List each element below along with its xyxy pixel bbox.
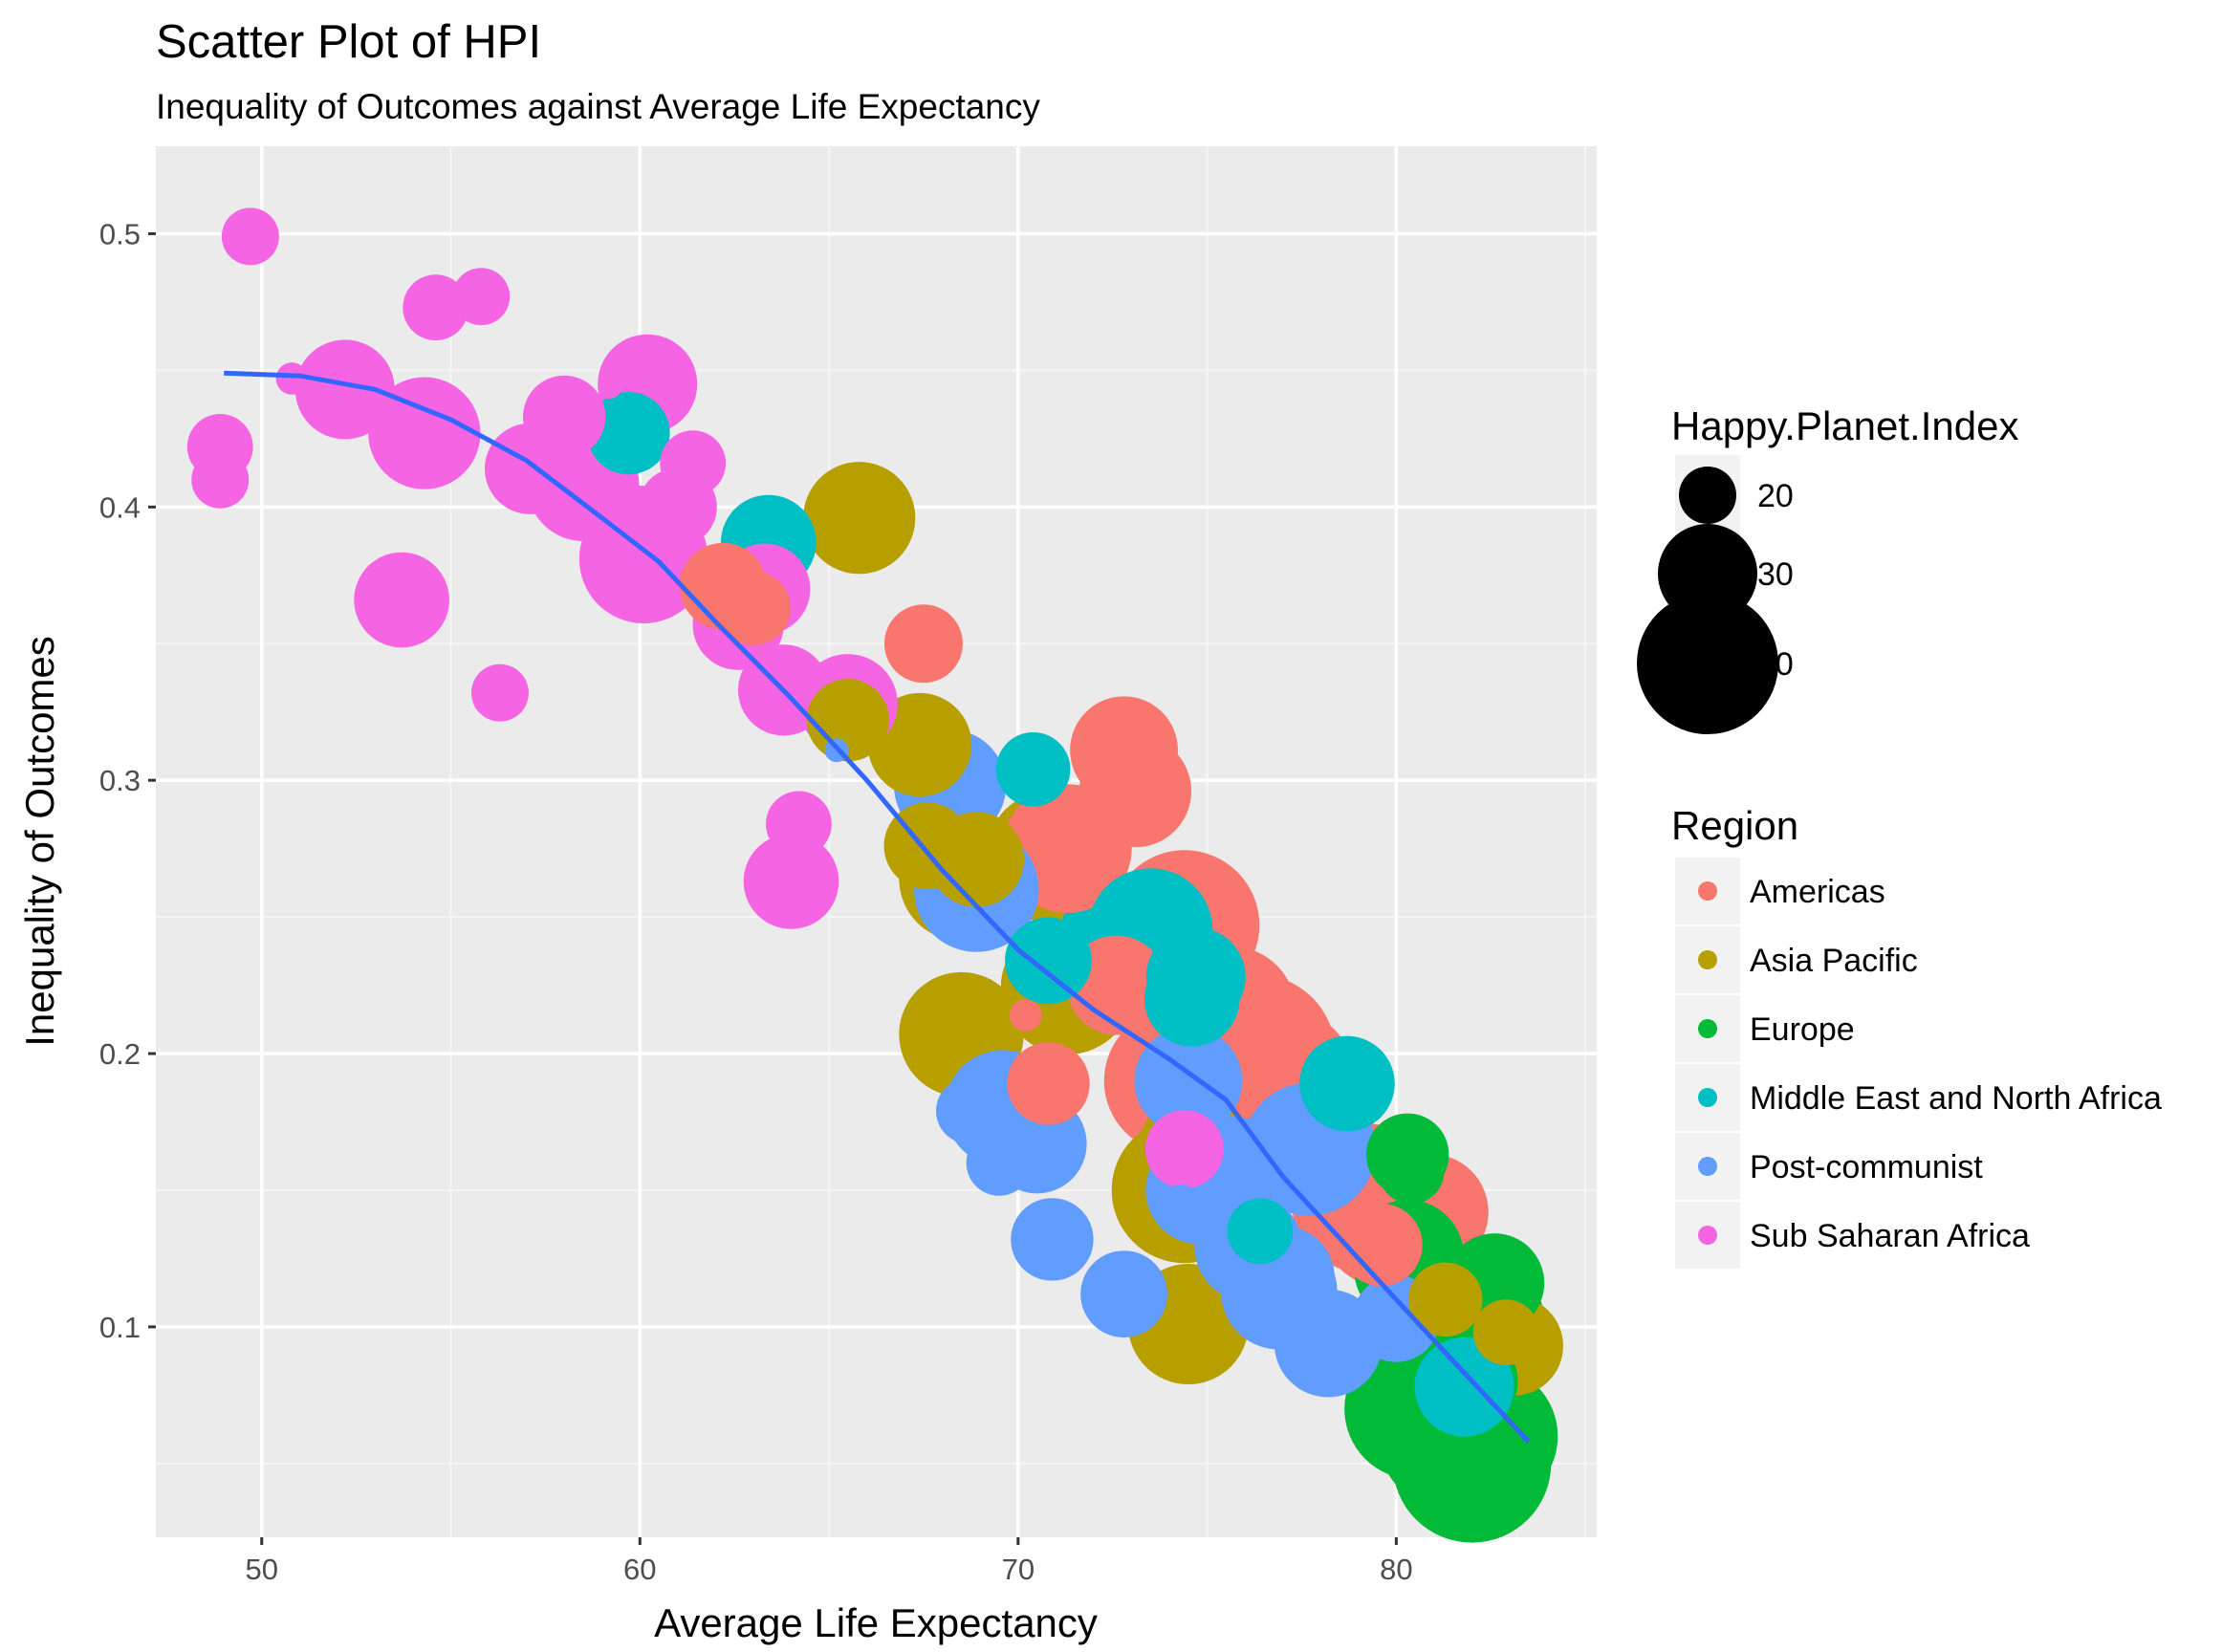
x-tick-label: 60	[623, 1553, 656, 1586]
y-tick-label: 0.5	[99, 217, 141, 250]
y-tick-label: 0.2	[99, 1037, 141, 1071]
y-axis-label: Inequality of Outcomes	[17, 636, 62, 1047]
region-legend-symbol	[1698, 1226, 1717, 1245]
data-point	[1299, 1035, 1395, 1132]
chart-subtitle: Inequality of Outcomes against Average L…	[156, 87, 1040, 126]
data-point	[1080, 1250, 1167, 1337]
region-legend-symbol	[1698, 1019, 1717, 1038]
y-tick-label: 0.4	[99, 490, 141, 524]
data-point	[598, 375, 622, 399]
data-point	[275, 362, 309, 395]
data-point	[1007, 1042, 1090, 1125]
data-point	[470, 663, 529, 722]
data-point	[221, 207, 279, 266]
data-points	[186, 207, 1563, 1543]
y-axis: 0.1 0.2 0.3 0.4 0.5	[99, 217, 156, 1344]
size-legend-label: 20	[1757, 478, 1794, 514]
data-point	[1144, 951, 1240, 1047]
data-point	[1009, 999, 1042, 1032]
data-point	[936, 1077, 1002, 1144]
data-point	[1144, 1110, 1224, 1189]
data-point	[1227, 1198, 1294, 1265]
smooth-trend-line	[224, 370, 1531, 1444]
data-point	[883, 604, 963, 684]
data-point	[766, 791, 832, 858]
x-axis: 50 60 70 80	[246, 1537, 1413, 1586]
data-point	[716, 571, 791, 645]
size-legend-label: 40	[1757, 646, 1794, 683]
data-point	[191, 450, 250, 509]
region-legend-symbol	[1698, 1157, 1717, 1176]
size-legend-symbol	[1679, 467, 1736, 524]
data-point	[512, 418, 587, 492]
data-point	[587, 391, 670, 475]
data-point	[567, 416, 592, 440]
region-legend-label: Middle East and North Africa	[1750, 1080, 2162, 1117]
region-legend-label: Americas	[1750, 874, 1885, 910]
data-point	[743, 834, 839, 929]
data-point	[1005, 917, 1092, 1005]
data-point	[660, 430, 727, 496]
x-tick-label: 70	[1002, 1553, 1035, 1586]
data-point	[995, 731, 1071, 807]
data-point	[604, 486, 675, 556]
x-tick-label: 80	[1380, 1553, 1412, 1586]
region-legend-label: Post-communist	[1750, 1149, 1983, 1185]
data-point	[1070, 696, 1178, 805]
size-legend: Happy.Planet.Index 20 30 40	[1637, 403, 2018, 734]
size-legend-label: 30	[1757, 556, 1794, 593]
size-legend-symbol	[1637, 593, 1778, 734]
region-legend-title: Region	[1671, 803, 1798, 848]
data-point	[452, 268, 511, 326]
data-point	[1407, 1262, 1483, 1337]
x-axis-label: Average Life Expectancy	[654, 1600, 1098, 1645]
region-legend-label: Europe	[1750, 1011, 1855, 1048]
x-tick-label: 50	[246, 1553, 278, 1586]
region-legend-label: Asia Pacific	[1750, 943, 1918, 979]
chart-title: Scatter Plot of HPI	[156, 16, 541, 68]
y-tick-label: 0.3	[99, 764, 141, 797]
data-point	[368, 377, 481, 489]
data-point	[1378, 1138, 1445, 1205]
data-point	[294, 339, 395, 440]
data-point	[1011, 1198, 1094, 1281]
data-point	[1414, 1337, 1514, 1437]
region-legend: Region Americas Asia Pacific Europe Middle …	[1671, 803, 2162, 1269]
data-point	[403, 274, 469, 341]
region-legend-symbol	[1698, 950, 1717, 969]
data-point	[966, 1129, 1033, 1196]
y-tick-label: 0.1	[99, 1311, 141, 1344]
region-legend-label: Sub Saharan Africa	[1750, 1218, 2030, 1254]
data-point	[1156, 1185, 1206, 1234]
region-legend-symbol	[1698, 881, 1717, 901]
data-point	[354, 552, 449, 648]
data-point	[1340, 1203, 1423, 1287]
data-point	[803, 462, 916, 575]
region-legend-symbol	[1698, 1088, 1717, 1107]
size-legend-title: Happy.Planet.Index	[1671, 403, 2018, 448]
data-point	[1472, 1299, 1539, 1366]
